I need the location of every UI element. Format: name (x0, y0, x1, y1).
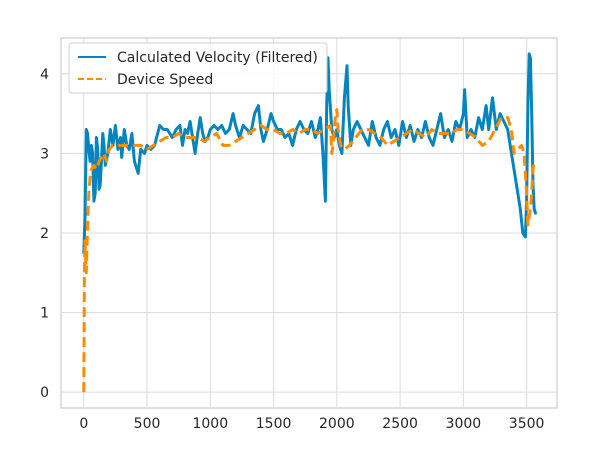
plot-area (60, 37, 558, 409)
legend-label-velocity: Calculated Velocity (Filtered) (117, 50, 318, 66)
x-tick-label: 3000 (446, 416, 482, 432)
y-tick-label: 4 (40, 67, 49, 83)
x-tick-label: 1000 (192, 416, 228, 432)
series-line-device-speed (82, 108, 536, 393)
legend: Calculated Velocity (Filtered) Device Sp… (68, 42, 328, 94)
y-tick-label: 0 (40, 385, 49, 401)
x-tick-label: 500 (134, 416, 161, 432)
series-lines (82, 52, 537, 393)
x-tick-label: 3500 (509, 416, 545, 432)
x-tick-label: 0 (79, 416, 88, 432)
x-tick-label: 2000 (319, 416, 355, 432)
legend-label-device-speed: Device Speed (117, 72, 213, 88)
x-tick-label: 1500 (256, 416, 292, 432)
x-tick-label: 2500 (382, 416, 418, 432)
y-tick-label: 2 (40, 226, 49, 242)
legend-box (68, 42, 328, 94)
y-tick-label: 1 (40, 306, 49, 322)
y-axis-ticks: 0 1 2 3 4 (40, 67, 49, 401)
y-tick-label: 3 (40, 146, 49, 162)
series-line-velocity (82, 52, 537, 255)
x-axis-ticks: 0 500 1000 1500 2000 2500 3000 3500 (79, 416, 544, 432)
